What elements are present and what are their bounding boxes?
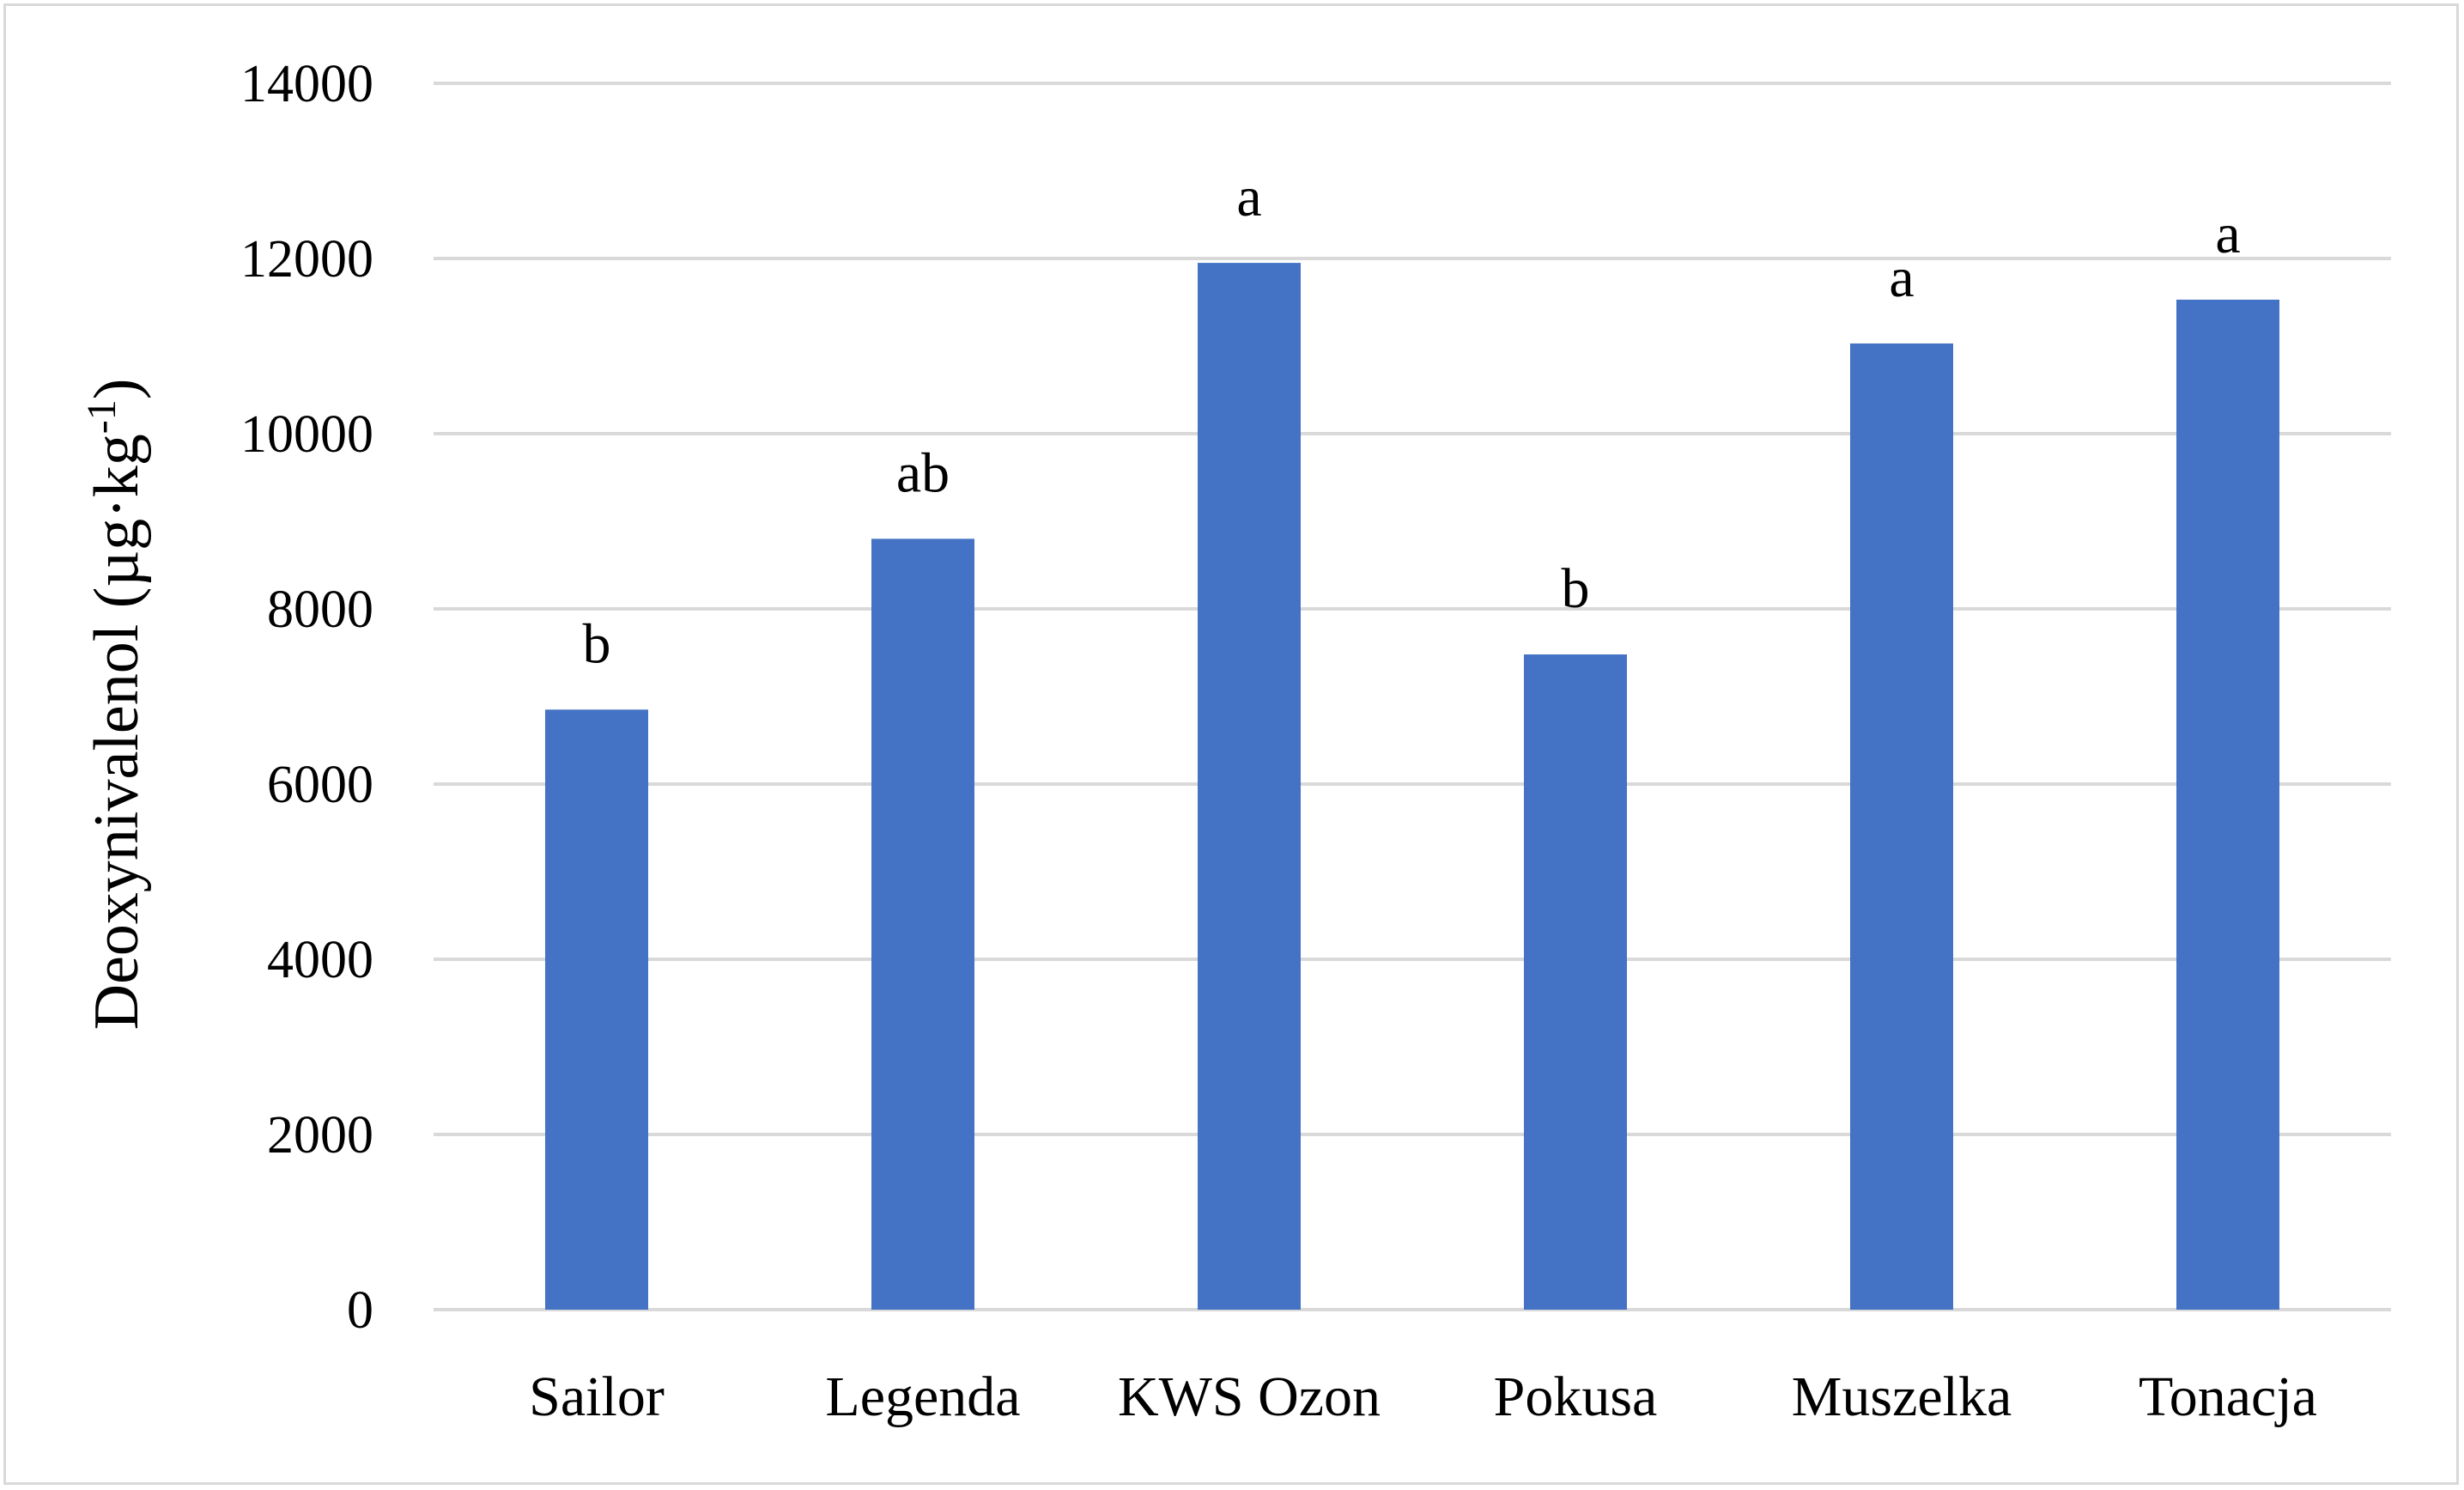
bar-kws-ozon: [1198, 263, 1301, 1311]
y-tick-label: 6000: [267, 756, 373, 814]
y-tick-label: 12000: [240, 230, 373, 289]
x-category-label: Tonacja: [2139, 1365, 2317, 1428]
gridlines: [434, 82, 2391, 1311]
bar-data-label: b: [583, 612, 611, 675]
y-axis-title: Deoxynivalenol (µg·kg-1): [79, 379, 152, 1031]
y-tick-label: 4000: [267, 931, 373, 989]
bar-data-label: b: [1562, 557, 1590, 620]
bars: [545, 263, 2279, 1311]
bar-data-label: a: [1889, 246, 1914, 309]
y-tick-label: 14000: [240, 55, 373, 113]
y-axis-ticks: 0 2000 4000 6000 8000 10000 12000 14000: [240, 55, 373, 1340]
x-category-label: Legenda: [825, 1365, 1020, 1428]
bar-legenda: [871, 538, 974, 1310]
y-tick-label: 10000: [240, 405, 373, 464]
x-category-label: Pokusa: [1494, 1365, 1658, 1428]
y-tick-label: 8000: [267, 581, 373, 639]
bar-tonacja: [2176, 299, 2279, 1311]
x-category-label: Muszelka: [1792, 1365, 2012, 1428]
bar-data-label: ab: [896, 441, 950, 504]
y-tick-label: 2000: [267, 1106, 373, 1165]
x-category-label: KWS Ozon: [1118, 1365, 1381, 1428]
bar-pokusa: [1524, 654, 1627, 1310]
bar-data-label: a: [2215, 203, 2240, 265]
bar-muszelka: [1850, 343, 1953, 1311]
bar-sailor: [545, 709, 648, 1310]
y-tick-label: 0: [347, 1281, 373, 1340]
bar-data-label: a: [1236, 166, 1261, 228]
x-axis-categories: Sailor Legenda KWS Ozon Pokusa Muszelka Tonac…: [529, 1365, 2317, 1428]
x-category-label: Sailor: [529, 1365, 665, 1428]
